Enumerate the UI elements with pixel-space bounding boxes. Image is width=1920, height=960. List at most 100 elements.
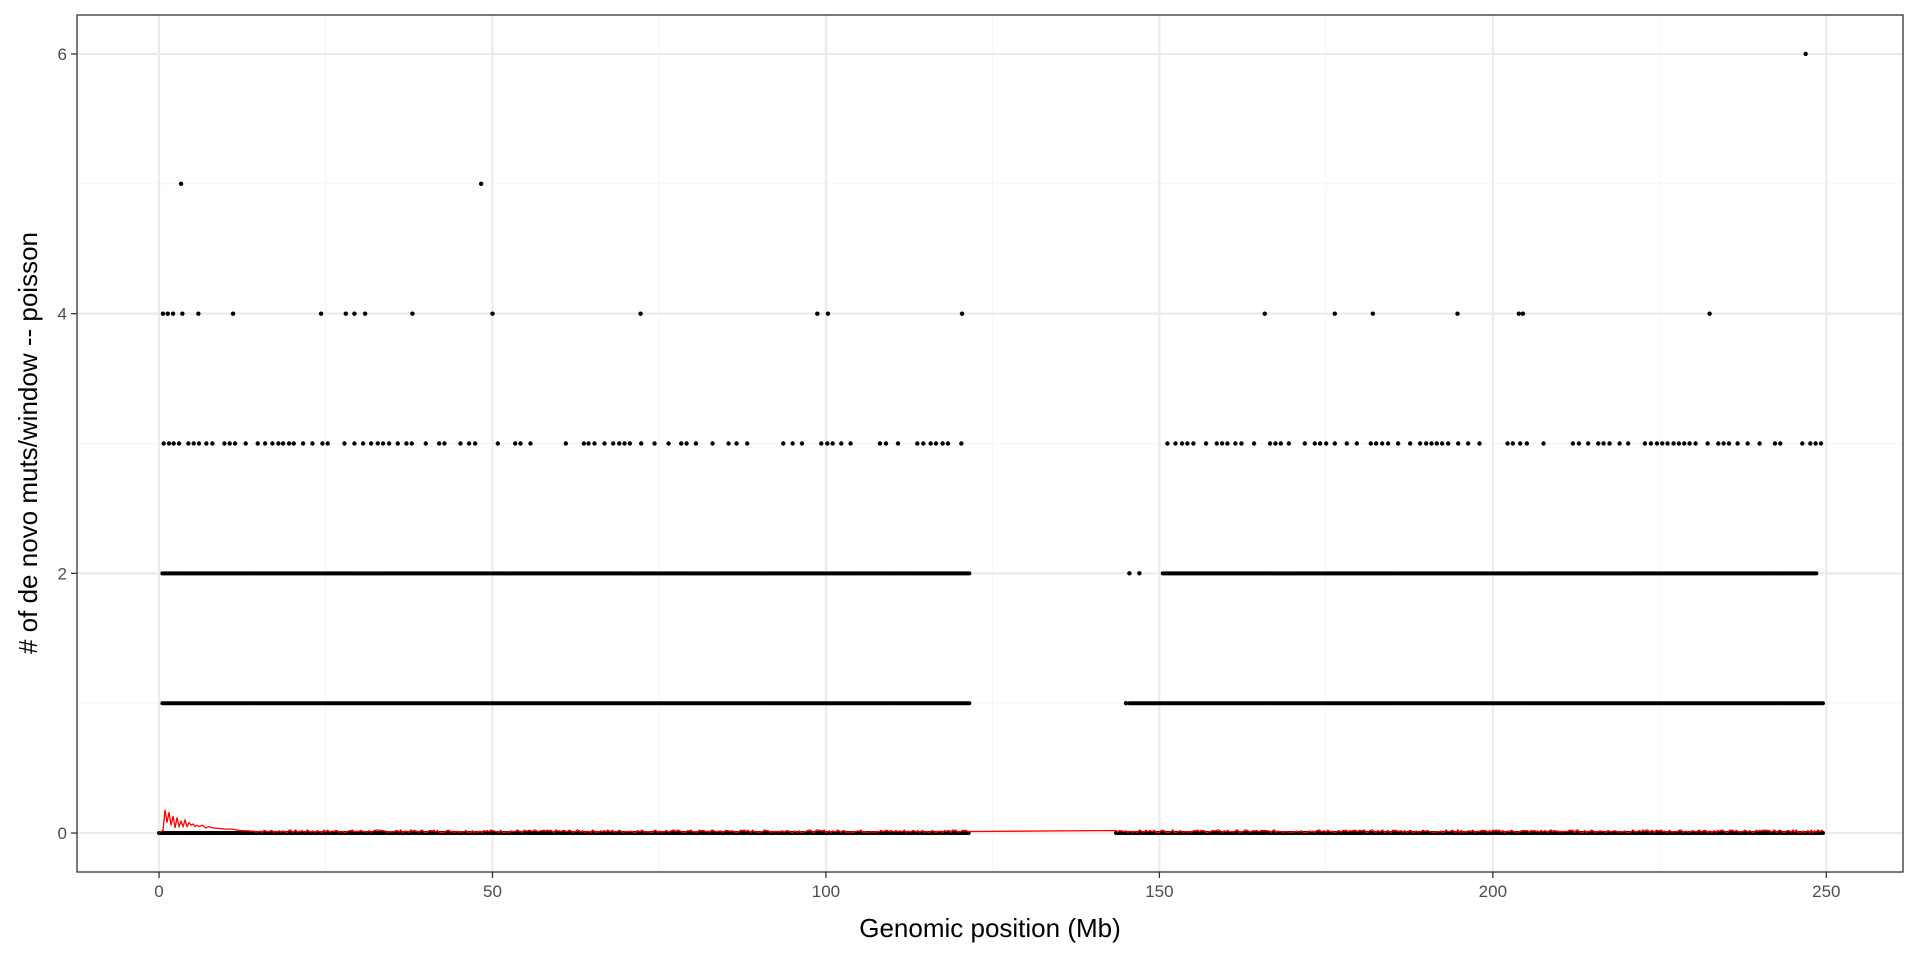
data-point xyxy=(839,441,844,446)
data-point xyxy=(1707,311,1712,316)
data-point xyxy=(1317,441,1323,446)
data-point xyxy=(799,441,805,446)
data-point xyxy=(1814,571,1819,576)
data-point xyxy=(967,571,972,576)
data-point xyxy=(1302,441,1307,446)
data-point xyxy=(1267,441,1273,446)
data-point xyxy=(442,441,447,446)
data-point xyxy=(386,441,392,446)
x-axis-title: Genomic position (Mb) xyxy=(859,913,1121,943)
data-point xyxy=(1642,441,1648,446)
y-tick-label: 0 xyxy=(58,824,67,843)
data-point xyxy=(1239,441,1244,446)
data-point xyxy=(1541,441,1546,446)
data-point xyxy=(352,441,357,446)
data-point xyxy=(1407,441,1413,446)
data-point xyxy=(1368,441,1374,446)
data-point xyxy=(1332,441,1337,446)
data-point xyxy=(1233,441,1238,446)
data-point xyxy=(1165,441,1170,446)
data-point xyxy=(1517,441,1523,446)
data-point xyxy=(915,441,920,446)
data-point xyxy=(362,311,368,316)
y-tick-label: 6 xyxy=(58,45,67,64)
data-point xyxy=(959,311,965,316)
data-point xyxy=(1439,441,1445,446)
data-point xyxy=(1570,441,1576,446)
data-point xyxy=(368,441,374,446)
data-point xyxy=(819,441,824,446)
data-point xyxy=(1772,441,1778,446)
data-point xyxy=(1127,571,1132,576)
data-point xyxy=(959,441,964,446)
data-point xyxy=(1445,441,1451,446)
data-point xyxy=(1586,441,1591,446)
data-point xyxy=(1417,441,1423,446)
data-point xyxy=(318,311,324,316)
data-point xyxy=(1273,441,1278,446)
data-point xyxy=(684,441,689,446)
data-point xyxy=(191,441,196,446)
data-point xyxy=(1516,311,1522,316)
data-point xyxy=(825,441,830,446)
data-point xyxy=(586,441,591,446)
data-point xyxy=(940,441,945,446)
data-point xyxy=(679,441,684,446)
data-point xyxy=(171,441,176,446)
data-point xyxy=(466,441,472,446)
data-point xyxy=(1262,311,1267,316)
data-point xyxy=(160,311,166,316)
data-point xyxy=(1721,441,1726,446)
data-point xyxy=(1251,441,1257,446)
data-point xyxy=(945,441,951,446)
data-point xyxy=(1332,311,1337,316)
data-point xyxy=(1434,441,1440,446)
data-point xyxy=(1665,441,1670,446)
data-point xyxy=(933,441,939,446)
data-point xyxy=(196,441,202,446)
data-point xyxy=(895,441,901,446)
data-point xyxy=(652,441,657,446)
data-point xyxy=(1179,441,1185,446)
data-point xyxy=(1601,441,1606,446)
data-point xyxy=(300,441,306,446)
data-point xyxy=(1660,441,1665,446)
data-point xyxy=(1370,311,1376,316)
data-point xyxy=(276,441,281,446)
y-axis: 0 2 4 6 xyxy=(58,45,77,843)
data-point xyxy=(1716,441,1721,446)
data-point xyxy=(528,441,533,446)
data-point xyxy=(166,441,172,446)
data-point xyxy=(1617,441,1622,446)
data-point xyxy=(1648,441,1654,446)
line-layer xyxy=(158,809,1824,834)
data-point xyxy=(352,311,357,316)
data-point xyxy=(490,311,495,316)
data-point xyxy=(375,441,380,446)
data-point xyxy=(1745,441,1750,446)
line-series xyxy=(158,809,1824,834)
data-point xyxy=(286,441,292,446)
data-point xyxy=(1191,441,1196,446)
data-point xyxy=(1455,441,1461,446)
data-point xyxy=(622,441,627,446)
data-point xyxy=(1820,831,1825,836)
data-point xyxy=(472,441,478,446)
data-point xyxy=(1510,441,1516,446)
data-point xyxy=(639,441,644,446)
y-tick-label: 4 xyxy=(58,305,67,324)
data-point xyxy=(161,441,166,446)
data-point xyxy=(186,441,191,446)
data-point xyxy=(1576,441,1582,446)
data-point xyxy=(232,441,238,446)
data-point xyxy=(1803,51,1808,57)
data-point xyxy=(222,441,227,446)
data-point xyxy=(1626,441,1631,446)
data-point xyxy=(825,311,831,316)
data-point xyxy=(1344,441,1349,446)
data-point xyxy=(1203,441,1209,446)
data-point xyxy=(1214,441,1219,446)
data-point xyxy=(1654,441,1660,446)
x-axis: 0 50 100 150 200 250 xyxy=(154,872,1840,901)
data-point xyxy=(1354,441,1360,446)
